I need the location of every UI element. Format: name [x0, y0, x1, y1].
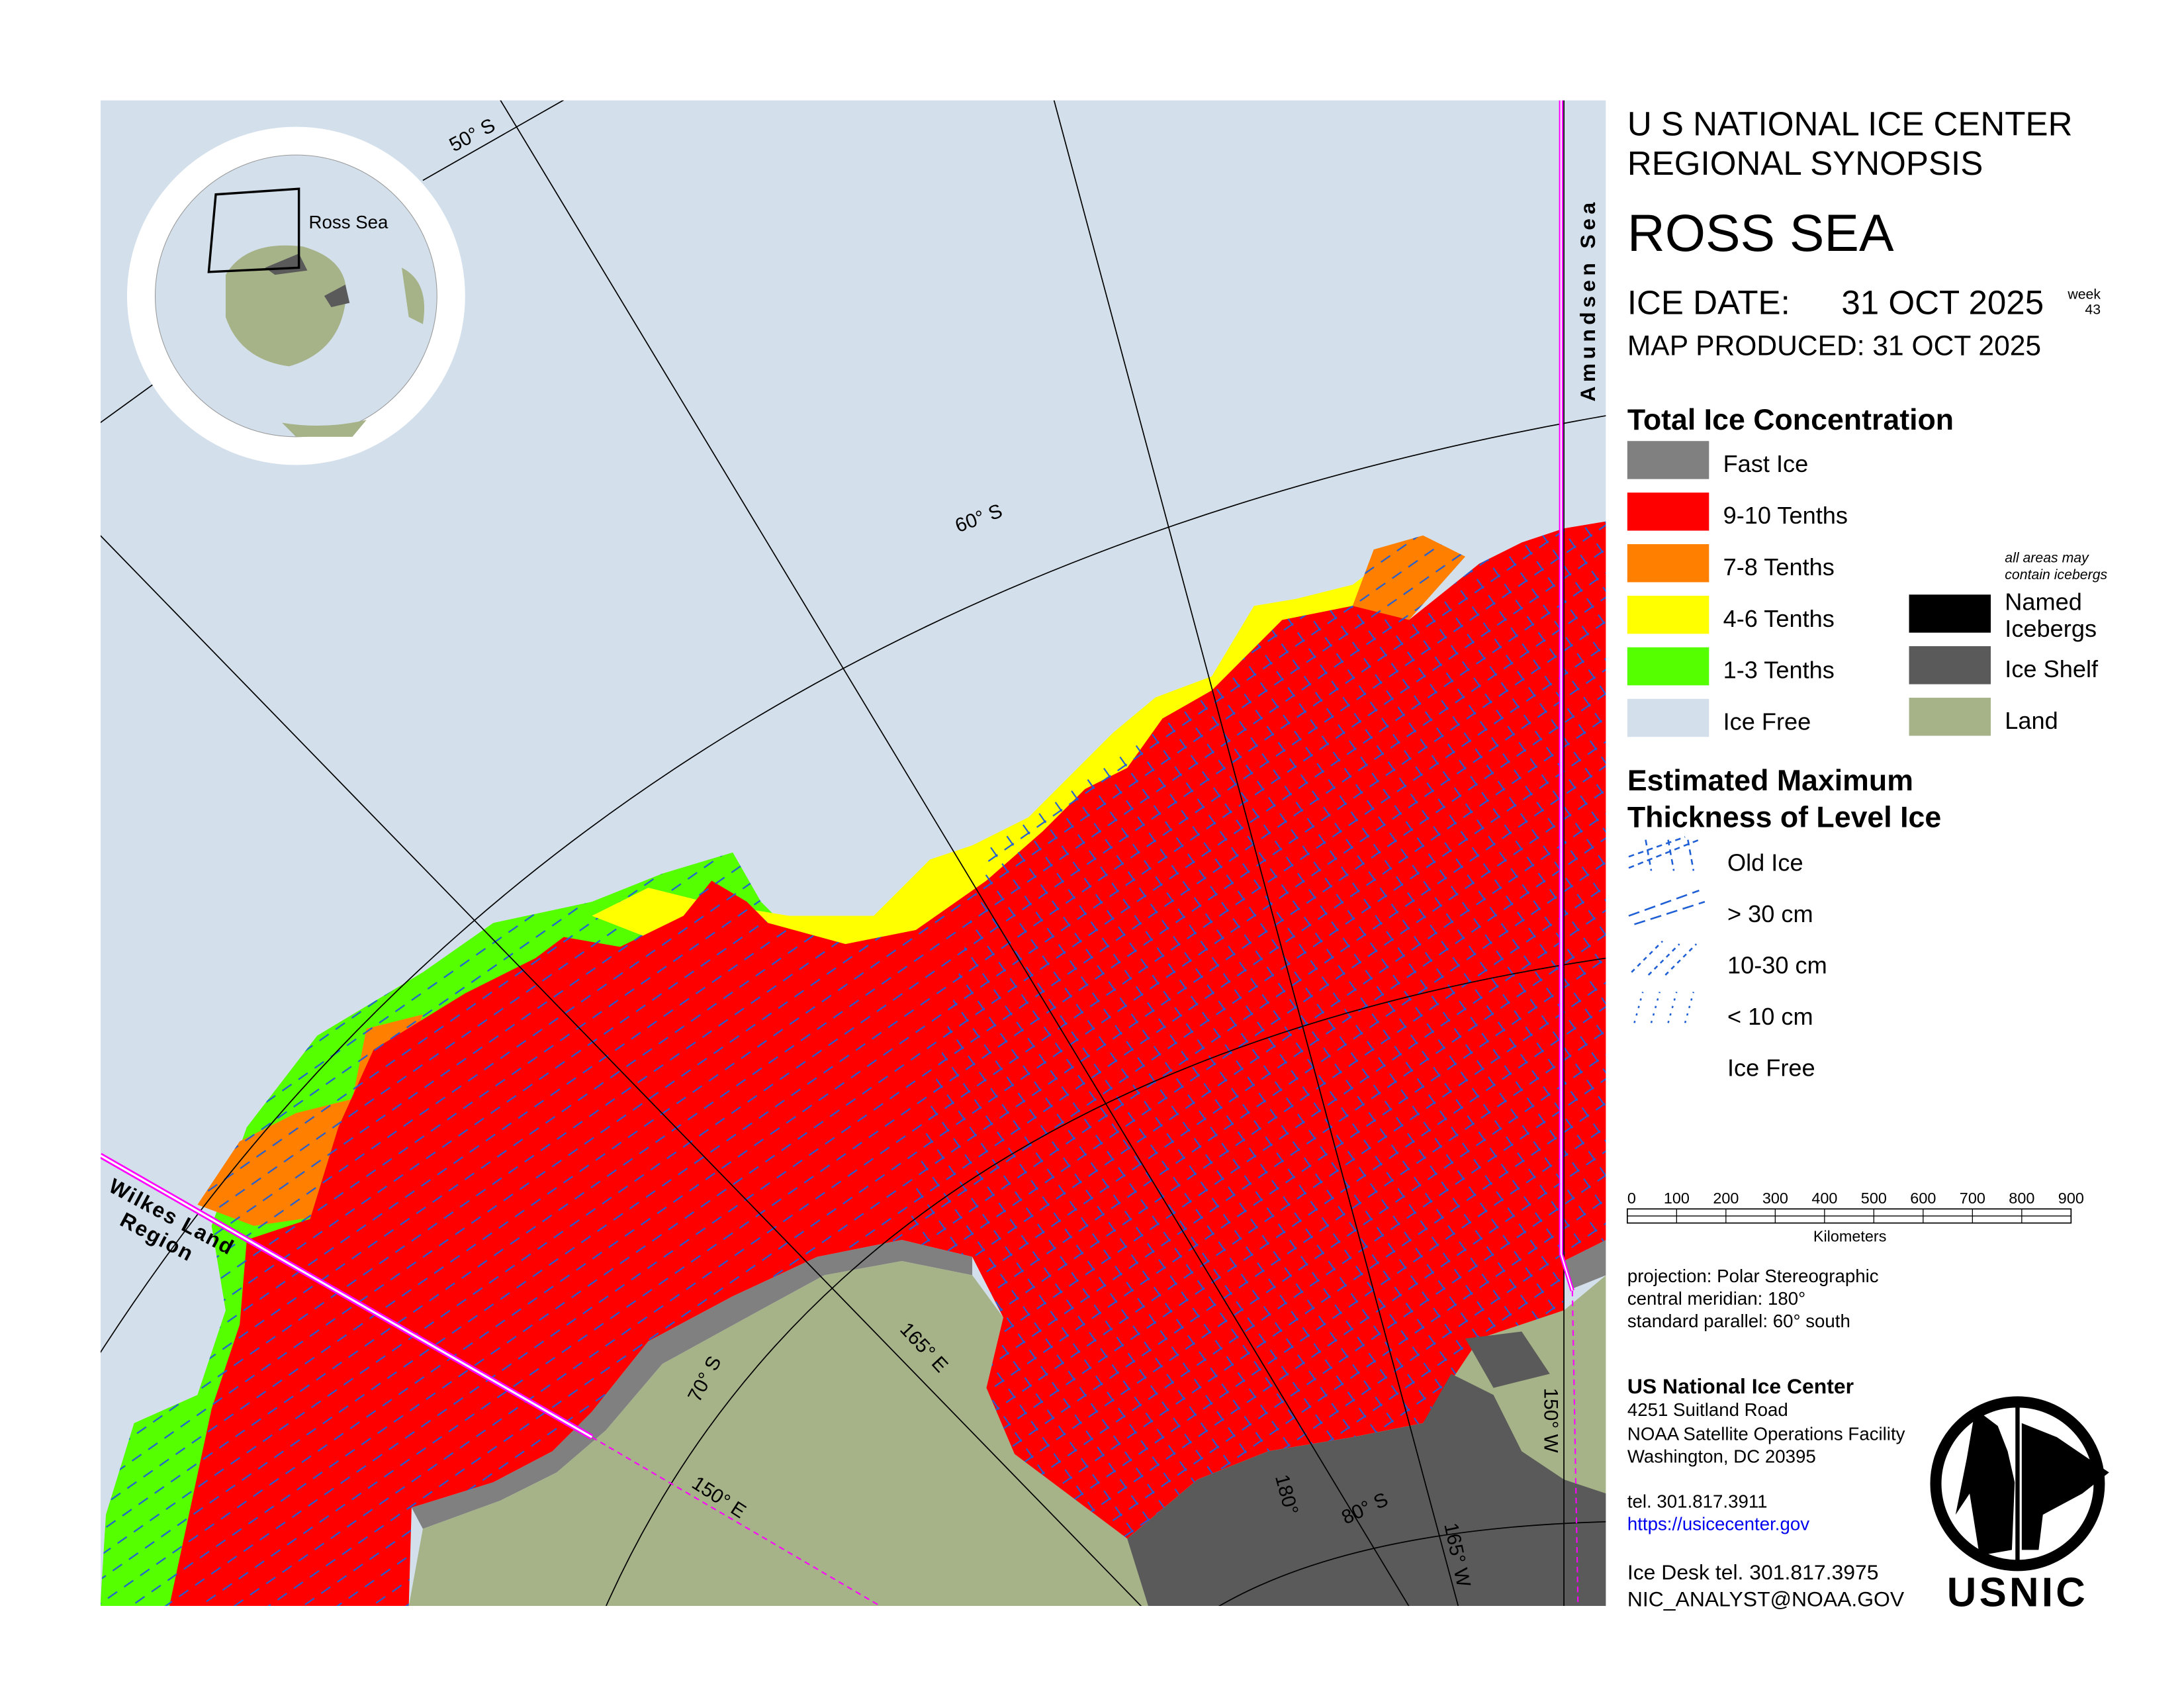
- scale-tick-label: 100: [1664, 1190, 1690, 1207]
- legend-label: Icebergs: [2005, 615, 2097, 642]
- address-line: Washington, DC 20395: [1627, 1446, 1816, 1466]
- thickness-label: Ice Free: [1727, 1054, 1815, 1081]
- long-dash-hatch-icon: [1628, 890, 1706, 925]
- website-link[interactable]: https://usicecenter.gov: [1627, 1514, 1809, 1534]
- region-title: ROSS SEA: [1627, 204, 1894, 262]
- legend-swatch: [1627, 698, 1709, 737]
- legend-swatch: [1627, 544, 1709, 583]
- dot-hatch-icon: [1633, 992, 1695, 1023]
- inset-label: Ross Sea: [309, 212, 389, 232]
- projection-line: standard parallel: 60° south: [1627, 1311, 1850, 1331]
- cross-hatch-icon: [1628, 836, 1700, 871]
- scale-tick-label: 200: [1713, 1190, 1739, 1207]
- legend-label: Land: [2005, 707, 2058, 734]
- scale-tick-label: 600: [1910, 1190, 1936, 1207]
- legend-label: Ice Free: [1723, 708, 1811, 735]
- org-line2: REGIONAL SYNOPSIS: [1627, 144, 1983, 182]
- legend-label: 1-3 Tenths: [1723, 657, 1835, 684]
- ross-ice-shelf: [1127, 1331, 1606, 1607]
- thickness-label: > 30 cm: [1727, 900, 1813, 927]
- telephone: tel. 301.817.3911: [1627, 1491, 1768, 1512]
- scale-tick-label: 700: [1960, 1190, 1985, 1207]
- projection-info: projection: Polar Stereographic central …: [1627, 1266, 1879, 1331]
- scale-tick-label: 900: [2058, 1190, 2084, 1207]
- legend-swatch: [1909, 646, 1991, 684]
- week-label: week: [2067, 286, 2101, 302]
- amundsen-sea-label: Amundsen Sea: [1576, 199, 1600, 402]
- locator-inset: Ross Sea: [126, 126, 465, 465]
- legend-label: 9-10 Tenths: [1723, 502, 1848, 529]
- legend-label: Named: [2005, 588, 2082, 616]
- email[interactable]: NIC_ANALYST@NOAA.GOV: [1627, 1587, 1905, 1611]
- scale-tick-label: 400: [1811, 1190, 1837, 1207]
- week-number: 43: [2085, 302, 2101, 318]
- address-line: 4251 Suitland Road: [1627, 1399, 1788, 1420]
- usnic-logo: USNIC: [1930, 1396, 2109, 1616]
- scale-tick-label: 300: [1762, 1190, 1788, 1207]
- legend-swatch: [1627, 441, 1709, 479]
- scale-tick-label: 0: [1627, 1190, 1636, 1207]
- legend-label: 7-8 Tenths: [1723, 553, 1835, 581]
- polar-bear-icon: [2021, 1423, 2109, 1550]
- projection-line: projection: Polar Stereographic: [1627, 1266, 1879, 1286]
- fast-ice: [411, 1240, 1606, 1529]
- legend-swatch: [1627, 595, 1709, 634]
- address-line: NOAA Satellite Operations Facility: [1627, 1423, 1905, 1444]
- map-frame[interactable]: 50° S 60° S 70° S 80° S 165° E 150° E 18…: [100, 100, 1606, 1607]
- thickness-legend: Estimated Maximum Thickness of Level Ice…: [1627, 765, 1941, 1081]
- region-boundary: [100, 100, 1579, 1607]
- thickness-label: Old Ice: [1727, 849, 1803, 876]
- inset-antarctica: [225, 245, 347, 367]
- legend-swatch: [1627, 492, 1709, 531]
- ice-date: 31 OCT 2025: [1841, 284, 2044, 322]
- thickness-label: 10-30 cm: [1727, 951, 1827, 978]
- scale-tick-label: 500: [1861, 1190, 1887, 1207]
- thickness-label: < 10 cm: [1727, 1003, 1813, 1030]
- legend-swatch: [1909, 594, 1991, 633]
- inset-region-box: [207, 187, 300, 273]
- legend-swatch: [1909, 698, 1991, 736]
- short-dash-hatch-icon: [1631, 940, 1698, 976]
- legend-label: Fast Ice: [1723, 450, 1809, 477]
- scale-unit: Kilometers: [1813, 1227, 1887, 1244]
- map-produced: MAP PRODUCED: 31 OCT 2025: [1627, 330, 2041, 361]
- ice-4-6-tenths: [592, 563, 1409, 1015]
- legend-label: Ice Shelf: [2005, 655, 2099, 682]
- contact-name: US National Ice Center: [1627, 1374, 1854, 1398]
- thickness-title: Estimated Maximum: [1627, 765, 1913, 797]
- ice-desk-tel: Ice Desk tel. 301.817.3975: [1627, 1560, 1879, 1584]
- legend-swatch: [1627, 647, 1709, 686]
- meridian-label: 150° W: [1539, 1388, 1561, 1453]
- projection-line: central meridian: 180°: [1627, 1288, 1805, 1309]
- logo-text: USNIC: [1947, 1570, 2088, 1616]
- penguin-icon: [1955, 1409, 2015, 1556]
- header: U S NATIONAL ICE CENTER REGIONAL SYNOPSI…: [1627, 105, 2101, 361]
- graticule: [100, 100, 1606, 1607]
- legend-title: Total Ice Concentration: [1627, 404, 1954, 436]
- thickness-title: Thickness of Level Ice: [1627, 801, 1941, 833]
- old-ice-hatch: [901, 521, 1606, 1539]
- iceberg-note: all areas may: [2005, 549, 2089, 565]
- ice-hatch: [197, 535, 1466, 1226]
- concentration-legend: Total Ice Concentration Fast Ice 9-10 Ten…: [1627, 404, 2108, 737]
- iceberg-note: contain icebergs: [2005, 567, 2107, 583]
- scale-tick-label: 800: [2009, 1190, 2034, 1207]
- scale-bar: Kilometers 0 100 200 300 400 500 600 700 800 900: [1626, 1190, 2084, 1244]
- ice-date-label: ICE DATE:: [1627, 284, 1790, 322]
- contact-info: US National Ice Center 4251 Suitland Roa…: [1627, 1374, 1905, 1611]
- thick-ice-hatch: [169, 880, 987, 1607]
- org-line1: U S NATIONAL ICE CENTER: [1627, 105, 2073, 142]
- legend-label: 4-6 Tenths: [1723, 605, 1835, 632]
